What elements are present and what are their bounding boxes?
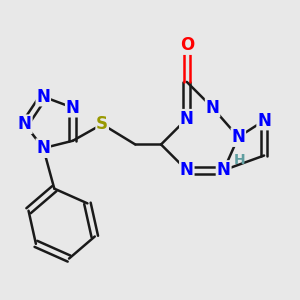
Text: N: N: [180, 110, 194, 128]
Text: N: N: [257, 112, 271, 130]
Text: N: N: [217, 161, 230, 179]
Text: S: S: [96, 115, 108, 133]
Text: N: N: [231, 128, 245, 146]
Text: N: N: [36, 88, 50, 106]
Text: N: N: [217, 161, 230, 179]
Text: H: H: [233, 153, 245, 167]
Text: N: N: [18, 115, 32, 133]
Text: N: N: [206, 99, 220, 117]
Text: N: N: [66, 99, 80, 117]
Text: O: O: [180, 36, 194, 54]
Text: N: N: [180, 161, 194, 179]
Text: N: N: [36, 139, 50, 157]
